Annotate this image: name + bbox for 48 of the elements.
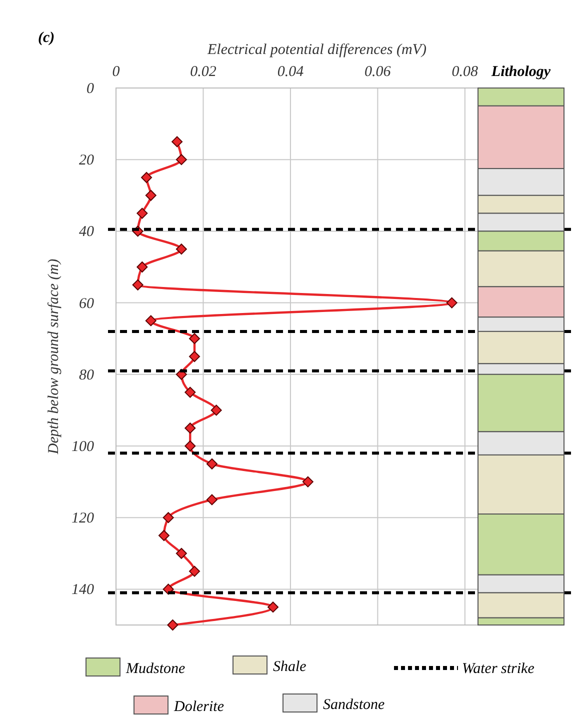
y-tick-label: 100 [72,439,94,455]
y-tick-label: 20 [79,152,94,169]
point [206,494,218,506]
point [302,476,314,488]
y-tick-label: 80 [79,367,94,384]
point [189,351,200,362]
point [176,154,187,166]
point [158,530,170,541]
point [132,279,144,290]
point [145,315,156,326]
legend-label: Shale [273,659,307,675]
point [189,566,200,577]
point [184,440,196,452]
point [141,172,152,183]
point [268,602,279,613]
y-tick-label: 140 [72,582,94,598]
point [206,458,218,470]
x-tick-label: 0 [112,64,120,80]
x-tick-label: 0.08 [452,64,479,80]
point [176,244,187,255]
point [189,333,200,344]
point [167,620,178,630]
y-axis-title: Depth below ground surface (m) [46,258,62,456]
y-tick-label: 120 [72,510,94,527]
y-tick-label: 0 [86,81,94,97]
point [145,190,156,201]
text: (c) [38,30,55,46]
point [210,404,222,416]
y-tick-label: 40 [79,224,94,240]
x-tick-label: 0.06 [364,64,392,80]
point [184,386,196,398]
legend-label: Dolerite [173,699,224,715]
point [162,584,174,595]
y-tick-label: 60 [79,296,94,312]
point [184,422,196,434]
x-tick-label: 0.02 [190,64,217,80]
point [136,262,148,272]
point [446,297,458,308]
point [176,548,187,559]
legend-label: Mudstone [125,661,186,677]
point [172,136,183,148]
legend-label: Sandstone [323,697,386,713]
x-tick-label: 0.04 [277,64,304,80]
point [136,208,148,219]
x-axis-title: Electrical potential differences (mV) [206,42,426,58]
point [162,512,174,524]
chart-title: Lithology [490,64,551,80]
legend-label: Water strike [462,661,535,677]
